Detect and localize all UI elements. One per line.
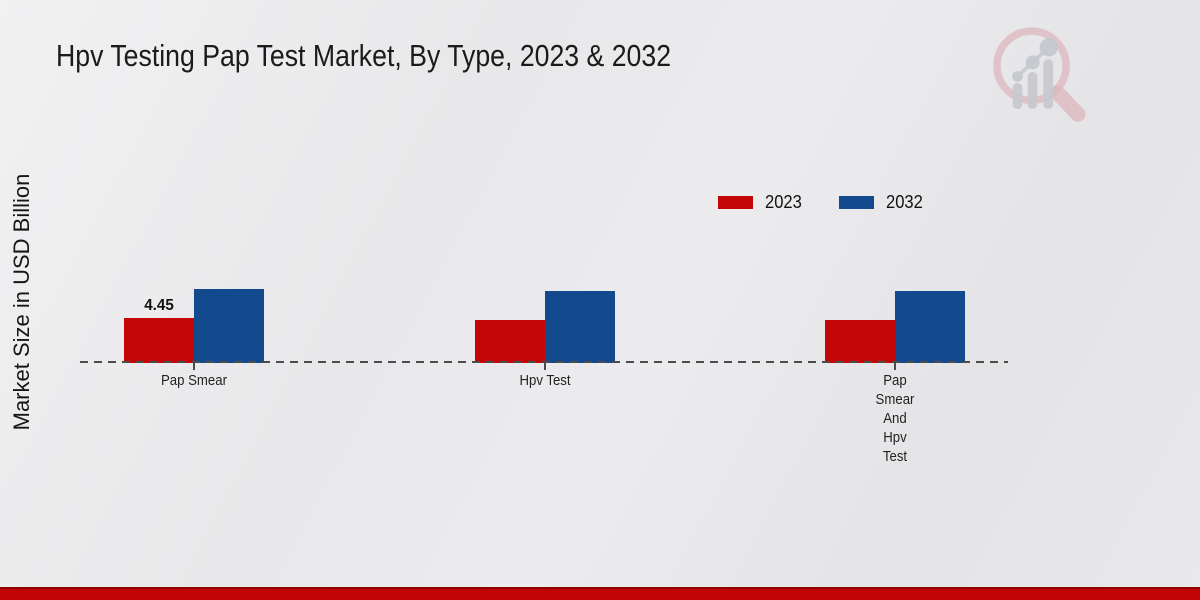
bar-2023-pap-smear-and-hpv-test[interactable] (825, 320, 895, 363)
chart-title: Hpv Testing Pap Test Market, By Type, 20… (56, 38, 672, 73)
legend-swatch-2032 (839, 196, 875, 209)
bar-2032-hpv-test[interactable] (545, 291, 615, 363)
bar-2023-hpv-test[interactable] (475, 320, 545, 363)
legend-item-2023[interactable]: 2023 (718, 192, 805, 213)
bar-value-label: 4.45 (144, 297, 174, 314)
magnifier-bar-chart-logo-icon (993, 27, 1086, 122)
x-axis-tick (894, 362, 896, 370)
legend-label-2023: 2023 (765, 192, 802, 212)
category-label-hpv-test: Hpv Test (519, 372, 571, 389)
bar-2032-pap-smear-and-hpv-test[interactable] (895, 291, 965, 363)
bar-2023-pap-smear[interactable] (124, 318, 194, 363)
legend-item-2032[interactable]: 2032 (839, 192, 926, 213)
category-label-pap-smear-and-hpv-test: Pap Smear And Hpv Test (875, 372, 915, 465)
legend: 2023 2032 (718, 192, 926, 213)
x-axis-tick (193, 362, 195, 370)
legend-label-2032: 2032 (886, 192, 923, 212)
category-label-pap-smear: Pap Smear (160, 372, 228, 389)
y-axis-label: Market Size in USD Billion (9, 173, 34, 431)
x-axis-tick (544, 362, 546, 370)
legend-swatch-2023 (718, 196, 753, 209)
footer-accent-band (0, 587, 1200, 600)
bar-2032-pap-smear[interactable] (194, 289, 264, 363)
